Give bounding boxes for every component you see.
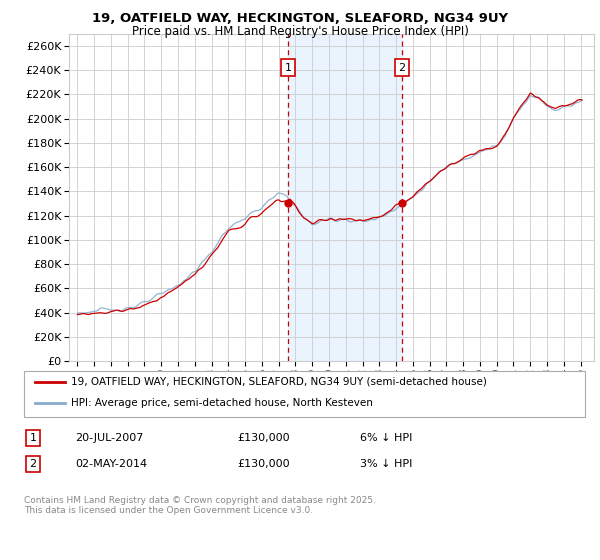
- Text: 1: 1: [284, 63, 292, 73]
- Text: 19, OATFIELD WAY, HECKINGTON, SLEAFORD, NG34 9UY (semi-detached house): 19, OATFIELD WAY, HECKINGTON, SLEAFORD, …: [71, 377, 487, 387]
- Text: £130,000: £130,000: [237, 459, 290, 469]
- Bar: [288, 34, 402, 361]
- Text: 3% ↓ HPI: 3% ↓ HPI: [360, 459, 412, 469]
- Text: 02-MAY-2014: 02-MAY-2014: [75, 459, 147, 469]
- Text: 6% ↓ HPI: 6% ↓ HPI: [360, 433, 412, 443]
- Text: Price paid vs. HM Land Registry's House Price Index (HPI): Price paid vs. HM Land Registry's House …: [131, 25, 469, 38]
- Text: £130,000: £130,000: [237, 433, 290, 443]
- Text: 2: 2: [398, 63, 406, 73]
- Text: Contains HM Land Registry data © Crown copyright and database right 2025.
This d: Contains HM Land Registry data © Crown c…: [24, 496, 376, 515]
- Text: 19, OATFIELD WAY, HECKINGTON, SLEAFORD, NG34 9UY: 19, OATFIELD WAY, HECKINGTON, SLEAFORD, …: [92, 12, 508, 25]
- Text: 2: 2: [29, 459, 37, 469]
- Text: 20-JUL-2007: 20-JUL-2007: [75, 433, 143, 443]
- Text: HPI: Average price, semi-detached house, North Kesteven: HPI: Average price, semi-detached house,…: [71, 398, 373, 408]
- Text: 1: 1: [29, 433, 37, 443]
